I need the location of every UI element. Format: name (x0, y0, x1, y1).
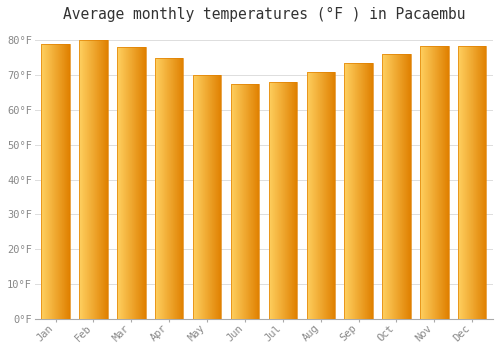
Bar (344, 63, 373, 318)
Title: Average monthly temperatures (°F ) in Pacaembu: Average monthly temperatures (°F ) in Pa… (62, 7, 465, 22)
Bar (306, 72, 335, 318)
Bar (79, 41, 108, 319)
Bar (42, 44, 70, 319)
Bar (155, 58, 184, 318)
Bar (458, 46, 486, 319)
Bar (420, 46, 448, 319)
Bar (230, 84, 259, 318)
Bar (117, 48, 145, 319)
Bar (193, 75, 222, 318)
Bar (268, 82, 297, 318)
Bar (382, 54, 410, 318)
